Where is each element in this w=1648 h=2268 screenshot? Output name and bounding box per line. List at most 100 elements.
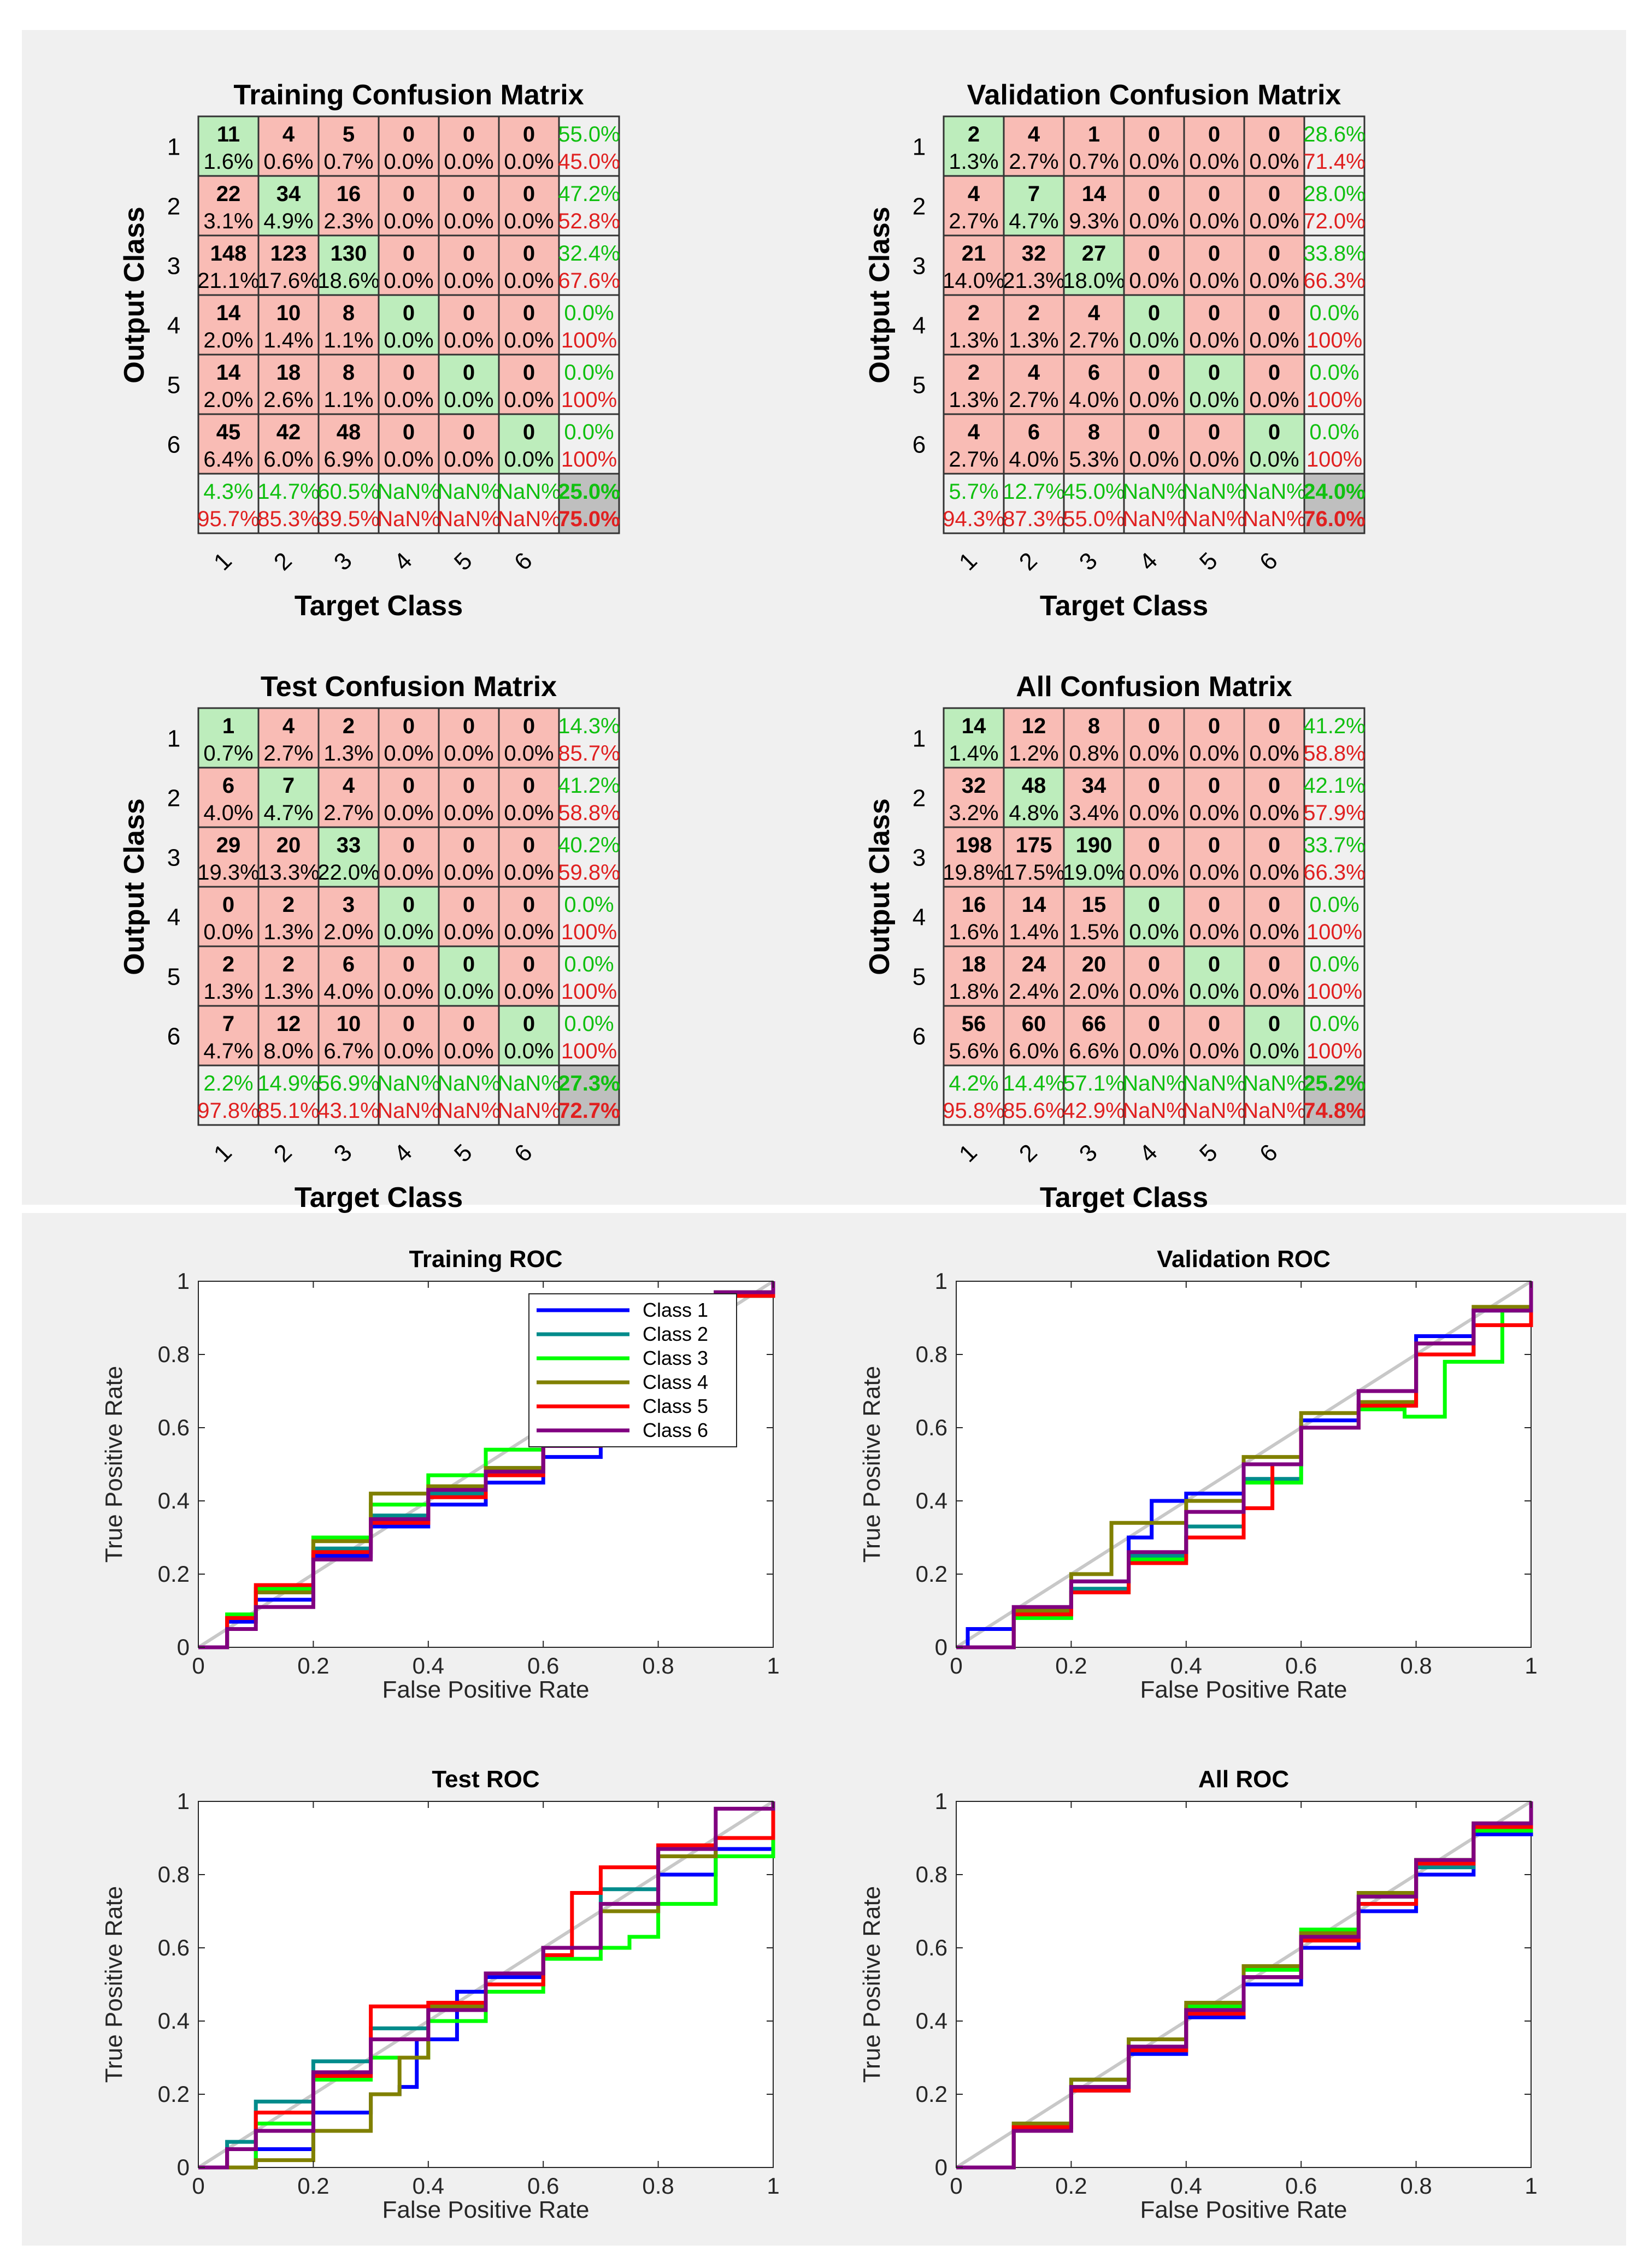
cell-percent-label: 100%	[561, 328, 617, 352]
cell-value-label: 11	[217, 122, 240, 146]
cell-percent-label: 2.7%	[949, 209, 998, 233]
cell-percent-label: 1.3%	[1009, 328, 1058, 352]
cell-value-label: 55.0%	[558, 122, 620, 146]
column-tick-label: 3	[329, 1139, 357, 1168]
cell-value-label: 4	[343, 774, 355, 798]
cell-value-label: 10	[337, 1012, 361, 1036]
cell-percent-label: 45.0%	[558, 150, 620, 174]
roc-chart-2: 0 0.2 0.4 0.6 0.8 1 0 0.2 0.4 0.6 0.8 1 Validation R…	[858, 1246, 1538, 1703]
cell-value-label: 0	[1148, 774, 1160, 798]
matrix-cell	[1063, 1064, 1125, 1126]
cell-value-label: 0	[1208, 301, 1220, 325]
cell-value-label: 21	[962, 241, 986, 266]
cell-value-label: 14.3%	[558, 714, 620, 738]
matrix-cell	[1003, 175, 1065, 237]
cell-percent-label: 0.0%	[1129, 150, 1179, 174]
matrix-cell	[1003, 767, 1065, 828]
x-tick-label: 0.4	[413, 1653, 444, 1678]
cell-value-label: 2	[343, 714, 355, 738]
cell-value-label: NaN%	[1122, 1071, 1186, 1095]
y-axis-label: Output Class	[119, 207, 150, 384]
cell-value-label: NaN%	[497, 480, 561, 504]
column-tick-label: 2	[1014, 1139, 1043, 1168]
cell-value-label: 0	[403, 952, 415, 976]
cell-percent-label: 6.0%	[1009, 1039, 1058, 1063]
matrix-cell	[378, 1064, 440, 1126]
cell-value-label: 0	[523, 241, 535, 266]
cell-percent-label: 0.0%	[504, 861, 554, 885]
y-tick-label: 1	[935, 1788, 947, 1814]
column-tick-label: 6	[509, 1139, 538, 1168]
row-tick-label: 5	[167, 964, 180, 991]
matrix-cell	[438, 473, 500, 534]
cell-value-label: 4	[282, 122, 295, 146]
cell-percent-label: 85.6%	[1003, 1099, 1064, 1123]
matrix-cell	[317, 294, 380, 356]
row-tick-label: 1	[167, 134, 180, 161]
x-tick-label: 0	[192, 1653, 204, 1678]
cell-percent-label: 66.3%	[1303, 269, 1365, 293]
cell-value-label: 0	[1148, 1012, 1160, 1036]
cell-value-label: 22	[216, 182, 241, 206]
column-tick-label: 2	[1014, 547, 1043, 576]
cell-value-label: 2	[1028, 301, 1040, 325]
cell-value-label: 27.3%	[558, 1071, 620, 1095]
cell-value-label: 0	[463, 833, 475, 857]
matrix-cell	[1183, 826, 1245, 888]
cell-value-label: 2	[968, 301, 980, 325]
matrix-cell	[1243, 473, 1305, 534]
cell-percent-label: NaN%	[377, 1099, 440, 1123]
cell-percent-label: 5.6%	[949, 1039, 998, 1063]
cell-value-label: 14	[216, 301, 241, 325]
matrix-cell	[498, 115, 560, 177]
cell-percent-label: 0.0%	[1189, 801, 1239, 825]
matrix-cell	[257, 945, 320, 1007]
cell-percent-label: 0.0%	[384, 209, 433, 233]
matrix-cell	[1123, 707, 1185, 769]
cell-percent-label: 1.3%	[949, 328, 998, 352]
cell-value-label: NaN%	[1243, 480, 1306, 504]
cell-percent-label: 0.0%	[1189, 980, 1239, 1004]
cell-percent-label: 0.0%	[1129, 980, 1179, 1004]
cell-value-label: 0	[463, 361, 475, 385]
cell-value-label: 42	[276, 420, 301, 444]
cell-value-label: 0	[403, 714, 415, 738]
matrix-cell	[317, 945, 380, 1007]
column-tick-label: 5	[1194, 1139, 1223, 1168]
matrix-cell	[1303, 115, 1366, 177]
cell-percent-label: 0.0%	[1249, 447, 1299, 472]
cell-value-label: 7	[222, 1012, 234, 1036]
cell-percent-label: 4.0%	[203, 801, 253, 825]
cell-percent-label: 1.1%	[323, 328, 373, 352]
cell-percent-label: 0.7%	[323, 150, 373, 174]
cell-value-label: 6	[222, 774, 234, 798]
matrix-cell	[438, 1005, 500, 1067]
row-tick-label: 1	[913, 726, 926, 752]
cell-value-label: 0	[463, 241, 475, 266]
matrix-cell	[438, 413, 500, 475]
cell-percent-label: 21.1%	[197, 269, 259, 293]
matrix-cell	[943, 886, 1005, 947]
cell-value-label: 0	[1208, 952, 1220, 976]
cell-percent-label: 0.0%	[384, 1039, 433, 1063]
cell-value-label: 8	[1088, 420, 1100, 444]
matrix-cell	[317, 234, 380, 296]
cell-percent-label: 95.8%	[943, 1099, 1004, 1123]
matrix-cell	[1183, 175, 1245, 237]
cell-value-label: 14	[962, 714, 986, 738]
cell-percent-label: 4.7%	[263, 801, 313, 825]
column-tick-label: 1	[954, 1139, 982, 1168]
matrix-cell	[317, 826, 380, 888]
row-tick-label: 6	[913, 432, 926, 458]
cell-value-label: 6	[1028, 420, 1040, 444]
row-tick-label: 2	[167, 193, 180, 220]
matrix-cell	[558, 826, 620, 888]
legend-entry-label: Class 6	[643, 1419, 708, 1441]
cell-percent-label: 42.9%	[1063, 1099, 1125, 1123]
legend-entry-label: Class 5	[643, 1395, 708, 1417]
cell-value-label: 24.0%	[1303, 480, 1365, 504]
cell-value-label: NaN%	[1182, 480, 1246, 504]
matrix-cell	[943, 294, 1005, 356]
cell-percent-label: 4.9%	[263, 209, 313, 233]
cell-percent-label: 2.7%	[949, 447, 998, 472]
